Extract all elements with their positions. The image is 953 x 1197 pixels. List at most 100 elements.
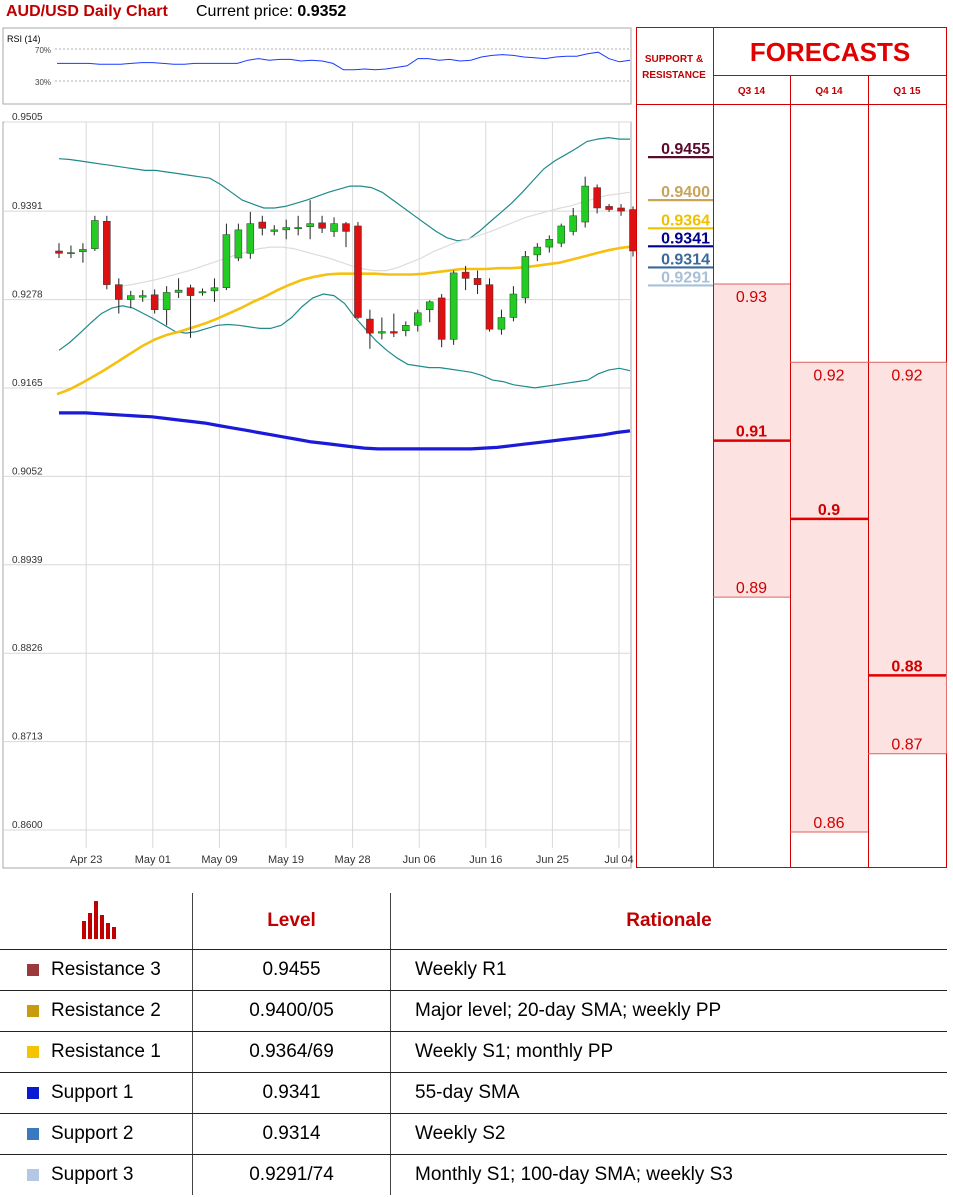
candle	[390, 313, 398, 338]
forecast-panel: FORECASTS SUPPORT & RESISTANCE Q3 14 Q4 1…	[636, 27, 947, 868]
candle	[330, 217, 338, 237]
forecast-low-label: 0.86	[813, 815, 844, 832]
candle	[294, 215, 302, 236]
candle	[306, 200, 314, 240]
candle	[461, 265, 470, 291]
forecast-band	[790, 362, 869, 832]
candle	[91, 215, 99, 251]
y-tick-label: 0.8600	[12, 820, 43, 831]
forecast-high-label: 0.92	[891, 367, 922, 384]
x-tick-label: Jun 06	[403, 854, 436, 866]
sr-level: 0.9291	[648, 269, 713, 287]
table-row: Support 1 0.9341 55-day SMA	[0, 1072, 947, 1114]
row-level: 0.9364/69	[192, 1031, 391, 1073]
candle	[79, 243, 87, 263]
row-rationale: Weekly S1; monthly PP	[390, 1031, 947, 1073]
forecast-mid-label: 0.91	[736, 424, 767, 441]
table-row: Resistance 1 0.9364/69 Weekly S1; monthl…	[0, 1031, 947, 1073]
candle	[222, 223, 231, 291]
candle	[210, 278, 219, 302]
sr-level-label: 0.9341	[661, 230, 710, 247]
x-tick-label: May 09	[201, 854, 237, 866]
candle	[127, 290, 135, 309]
x-tick-label: May 01	[135, 854, 171, 866]
x-tick-label: Jul 04	[604, 854, 633, 866]
rsi-level-high: 70%	[35, 46, 51, 55]
rsi-label: RSI (14)	[7, 34, 41, 44]
forecasts-title: FORECASTS	[750, 37, 910, 67]
current-price-value: 0.9352	[297, 3, 347, 20]
candle	[557, 223, 565, 248]
y-tick-label: 0.9278	[12, 290, 43, 301]
row-rationale: 55-day SMA	[390, 1072, 947, 1114]
forecast-bands	[713, 284, 947, 832]
candle	[115, 278, 123, 314]
candle	[402, 321, 410, 337]
candle	[246, 211, 255, 259]
levels-table-header: Level Rationale	[0, 893, 947, 950]
y-tick-label: 0.8939	[12, 555, 43, 566]
row-color-swatch	[27, 1086, 39, 1099]
candle	[366, 309, 374, 349]
row-level: 0.9400/05	[192, 990, 391, 1032]
sma20-line	[119, 191, 631, 287]
candle	[473, 270, 482, 295]
row-color-swatch	[27, 963, 39, 976]
candle	[533, 243, 542, 262]
sr-title-line-1: SUPPORT &	[645, 54, 703, 65]
candle	[103, 215, 111, 290]
x-tick-label: May 28	[335, 854, 371, 866]
candle	[569, 207, 577, 236]
forecast-mid-label: 0.88	[891, 658, 922, 675]
candle	[378, 317, 386, 340]
table-row: Support 2 0.9314 Weekly S2	[0, 1113, 947, 1155]
forecast-column-header: Q4 14	[815, 86, 843, 97]
candle	[449, 270, 458, 345]
candle	[138, 290, 147, 302]
y-tick-label: 0.8826	[12, 643, 43, 654]
candle	[174, 278, 183, 298]
candle	[282, 219, 290, 240]
row-color-swatch	[27, 1004, 39, 1017]
candles	[55, 176, 637, 349]
candle	[258, 215, 267, 236]
sr-level-label: 0.9400	[661, 184, 710, 201]
candle	[186, 284, 195, 338]
candle	[414, 309, 422, 332]
current-price: Current price: 0.9352	[196, 3, 346, 21]
rsi-panel: RSI (14) 70% 30%	[2, 27, 632, 105]
sr-level-label: 0.9364	[661, 212, 710, 229]
sr-level: 0.9364	[648, 212, 713, 230]
sr-title-line-2: RESISTANCE	[642, 70, 706, 81]
y-tick-label: 0.9505	[12, 112, 43, 123]
candle	[425, 300, 434, 323]
candle	[342, 222, 350, 248]
row-name: Resistance 3	[51, 958, 161, 980]
bar-chart-icon	[82, 901, 116, 939]
row-level: 0.9314	[192, 1113, 391, 1155]
candle	[354, 222, 362, 320]
level-header: Level	[192, 893, 391, 950]
candle	[581, 176, 589, 228]
row-color-swatch	[27, 1045, 39, 1058]
candle	[198, 288, 207, 296]
candle	[234, 223, 243, 262]
row-rationale: Major level; 20-day SMA; weekly PP	[390, 990, 947, 1032]
candle	[521, 250, 530, 304]
candle	[67, 245, 75, 259]
bollinger-upper-line	[58, 136, 630, 242]
row-name: Support 2	[51, 1122, 134, 1144]
candle	[497, 309, 506, 335]
row-name: Resistance 1	[51, 1040, 161, 1062]
table-row: Resistance 2 0.9400/05 Major level; 20-d…	[0, 990, 947, 1032]
x-tick-label: Jun 16	[469, 854, 502, 866]
forecast-column-header: Q1 15	[893, 86, 921, 97]
candle	[593, 184, 601, 214]
sma200-line	[59, 411, 631, 451]
x-axis-ticks: Apr 23 May 01 May 09 May 19 May 28 Jun 06 Jun …	[70, 854, 634, 866]
candle	[617, 204, 625, 216]
x-tick-label: May 19	[268, 854, 304, 866]
sr-level-label: 0.9455	[661, 141, 710, 158]
price-chart: 0.9505 0.9391 0.9278 0.9165 0.9052 0.8939 0.88…	[2, 112, 637, 869]
